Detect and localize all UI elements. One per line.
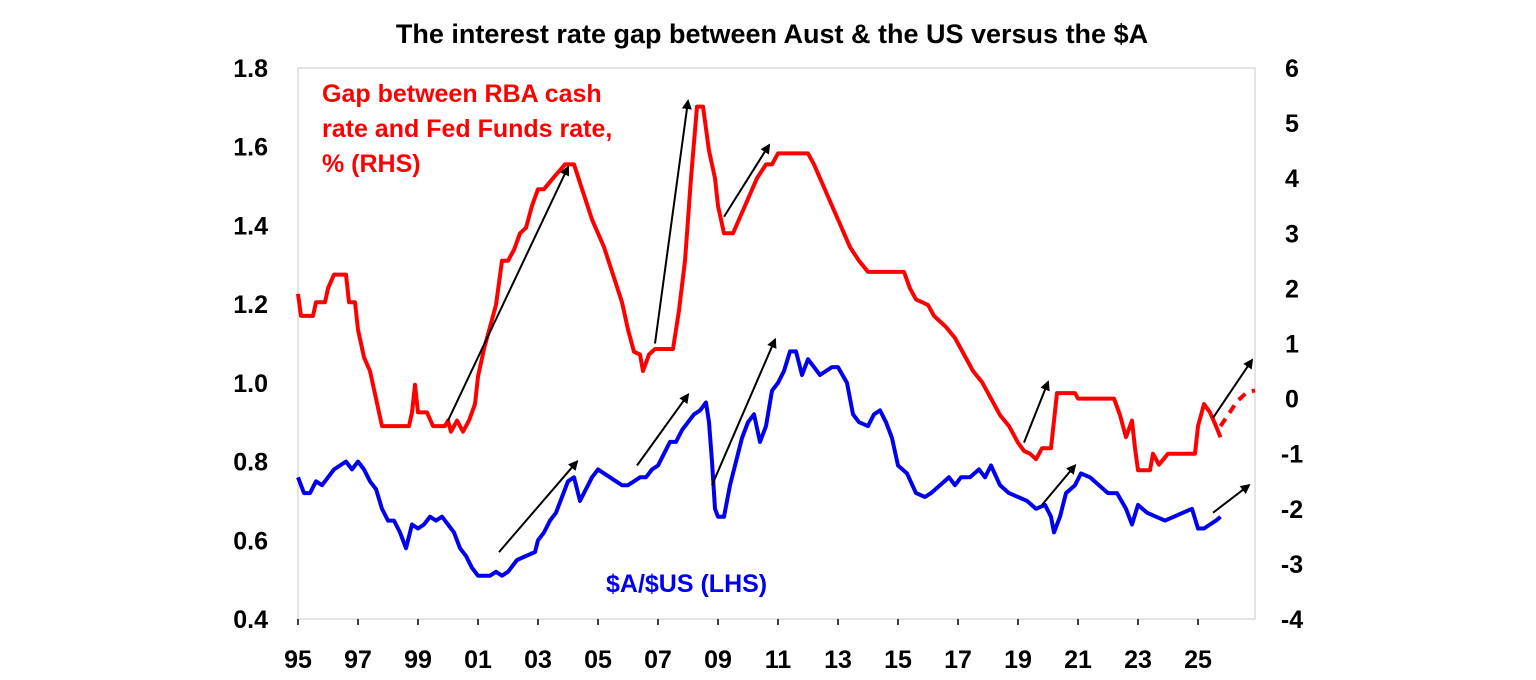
series-line-2 [296, 349, 1222, 578]
trend-arrow-0 [447, 165, 570, 422]
left-tick-label: 0.6 [233, 527, 268, 555]
right-tick-label: 3 [1285, 220, 1299, 248]
annotation-layer: Gap between RBA cash rate and Fed Funds r… [322, 80, 767, 598]
right-tick-label: -4 [1281, 606, 1303, 634]
x-tick-label: 11 [765, 646, 792, 674]
left-tick-label: 0.4 [233, 606, 268, 634]
x-tick-label: 15 [884, 646, 912, 674]
series-layer [296, 104, 1256, 578]
series-line-0 [296, 104, 1223, 473]
trend-arrow-4 [1212, 358, 1254, 419]
left-tick-label: 1.8 [233, 55, 268, 83]
plot-area [297, 67, 1256, 620]
trend-arrow-9 [1212, 483, 1251, 514]
right-tick-label: -3 [1281, 551, 1303, 579]
right-tick-label: -1 [1281, 441, 1303, 469]
annotation-line: % (RHS) [322, 150, 421, 178]
left-tick-label: 1.2 [233, 291, 268, 319]
right-tick-label: 6 [1285, 55, 1299, 83]
trend-arrow-3 [1023, 380, 1050, 444]
right-tick-label: 0 [1285, 386, 1299, 414]
chart-title: The interest rate gap between Aust & the… [396, 19, 1148, 49]
right-tick-label: 4 [1285, 165, 1299, 193]
trend-arrow-8 [1041, 463, 1077, 506]
trend-arrow-6 [636, 393, 690, 467]
x-tick-label: 17 [944, 646, 972, 674]
trend-arrow-1 [654, 99, 692, 344]
trend-arrow-7 [711, 337, 777, 486]
right-tick-label: 5 [1285, 110, 1299, 138]
x-tick-label: 03 [524, 646, 552, 674]
x-tick-label: 97 [344, 646, 372, 674]
left-tick-label: 0.8 [233, 449, 268, 477]
x-tick-label: 09 [704, 646, 732, 674]
x-tick-label: 05 [584, 646, 612, 674]
annotation-line: Gap between RBA cash [322, 80, 602, 108]
x-tick-label: 99 [404, 646, 432, 674]
x-tick-label: 25 [1184, 646, 1212, 674]
series-annotation-1: $A/$US (LHS) [606, 570, 767, 598]
trend-arrow-5 [498, 460, 579, 553]
x-tick-label: 07 [644, 646, 672, 674]
right-tick-label: 1 [1285, 331, 1299, 359]
right-tick-label: -2 [1281, 496, 1303, 524]
arrow-layer [447, 99, 1254, 553]
right-tick-label: 2 [1285, 275, 1299, 303]
series-line-1 [1218, 388, 1256, 428]
x-tick-label: 21 [1064, 646, 1092, 674]
left-tick-label: 1.6 [233, 134, 268, 162]
axes: 0.40.60.81.01.21.41.61.8-4-3-2-101234569… [233, 55, 1303, 674]
annotation-line: $A/$US (LHS) [606, 570, 767, 598]
series-annotation-0: Gap between RBA cash rate and Fed Funds r… [322, 80, 612, 178]
x-tick-label: 95 [284, 646, 312, 674]
x-tick-label: 19 [1004, 646, 1032, 674]
annotation-line: rate and Fed Funds rate, [322, 115, 612, 143]
left-tick-label: 1.4 [233, 212, 268, 240]
x-tick-label: 23 [1124, 646, 1152, 674]
x-tick-label: 13 [824, 646, 852, 674]
left-tick-label: 1.0 [233, 370, 268, 398]
trend-arrow-2 [723, 143, 771, 218]
x-tick-label: 01 [464, 646, 492, 674]
